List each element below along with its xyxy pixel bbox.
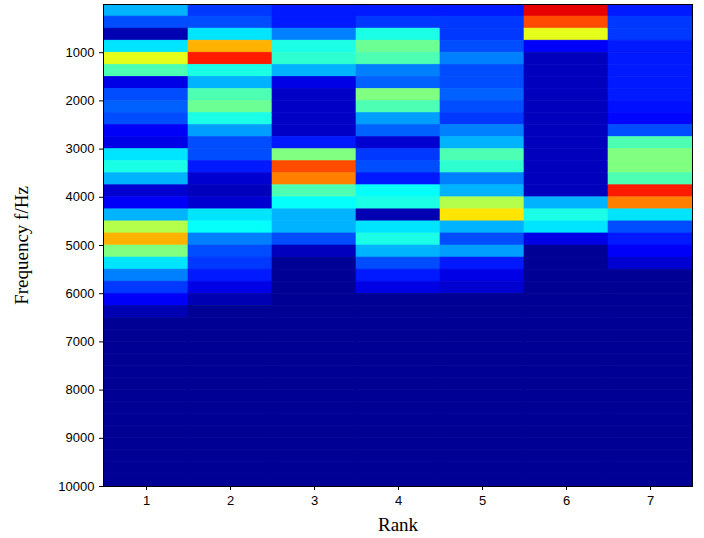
svg-text:4: 4 [395,493,402,508]
svg-text:1: 1 [143,493,150,508]
svg-text:3: 3 [311,493,318,508]
svg-text:2000: 2000 [66,93,95,108]
svg-text:8000: 8000 [66,382,95,397]
svg-text:6000: 6000 [66,286,95,301]
svg-text:6: 6 [563,493,570,508]
svg-text:7: 7 [647,493,654,508]
svg-text:9000: 9000 [66,430,95,445]
svg-text:7000: 7000 [66,334,95,349]
svg-text:10000: 10000 [58,479,94,494]
svg-text:Frequency f/Hz: Frequency f/Hz [11,186,32,305]
svg-text:1000: 1000 [66,45,95,60]
svg-text:2: 2 [227,493,234,508]
svg-text:5000: 5000 [66,238,95,253]
svg-text:Rank: Rank [378,514,419,535]
svg-text:3000: 3000 [66,141,95,156]
svg-text:4000: 4000 [66,189,95,204]
svg-text:5: 5 [479,493,486,508]
